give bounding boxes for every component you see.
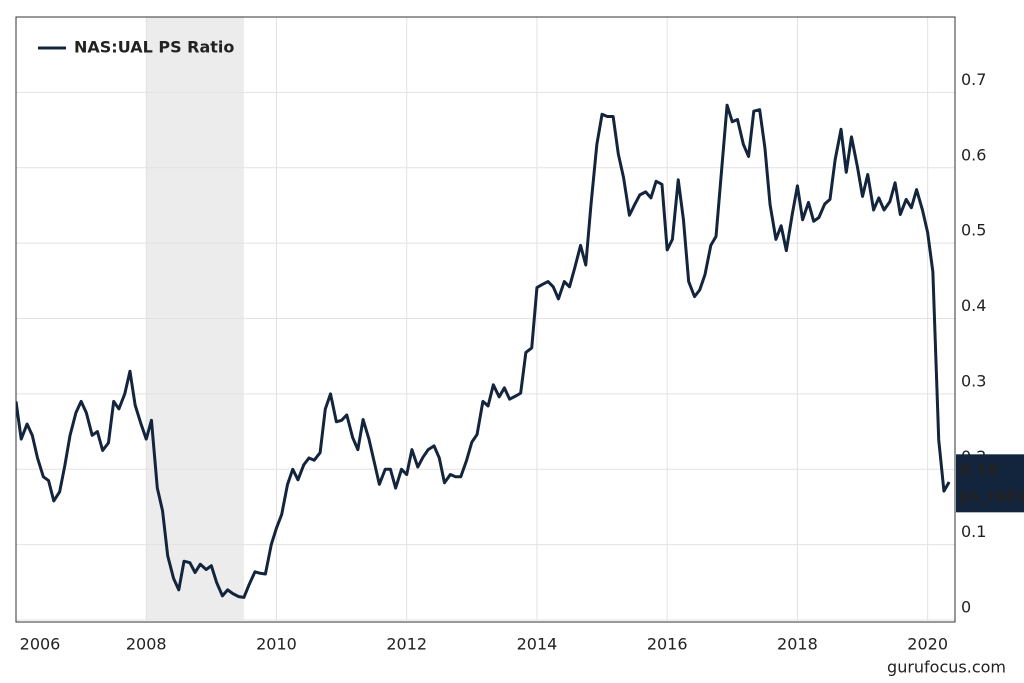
x-tick-label: 2010 — [256, 635, 297, 654]
x-tick-label: 2012 — [386, 635, 427, 654]
x-tick-label: 2006 — [20, 635, 61, 654]
legend-label: NAS:UAL PS Ratio — [74, 38, 234, 57]
end-label-box — [956, 454, 1024, 513]
x-tick-label: 2016 — [647, 635, 688, 654]
x-tick-label: 2014 — [517, 635, 558, 654]
y-tick-label: 0.7 — [961, 70, 986, 89]
y-tick-label: 0.6 — [961, 145, 986, 164]
y-tick-label: 0.3 — [961, 371, 986, 390]
series-line — [16, 103, 951, 599]
x-tick-label: 2020 — [907, 635, 948, 654]
end-label-value: 0.18 — [959, 460, 998, 479]
watermark: gurufocus.com — [887, 658, 1006, 677]
y-tick-label: 0.4 — [961, 296, 986, 315]
y-tick-label: 0 — [961, 598, 971, 617]
plot-frame — [15, 16, 956, 623]
y-tick-label: 0.5 — [961, 221, 986, 240]
x-tick-label: 2008 — [126, 635, 167, 654]
x-tick-label: 2018 — [777, 635, 818, 654]
end-label-text: ps_ratio — [959, 486, 1024, 505]
y-tick-label: 0.1 — [961, 522, 986, 541]
